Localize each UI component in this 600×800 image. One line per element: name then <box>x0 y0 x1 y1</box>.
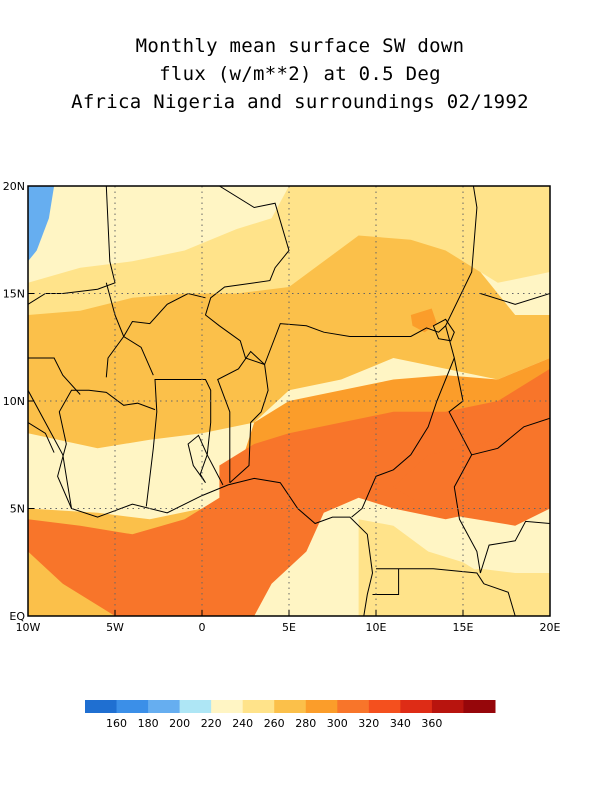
x-tick-label: 5W <box>106 621 124 634</box>
colorbar-swatch <box>463 700 496 713</box>
boundary-line <box>105 292 206 378</box>
colorbar-swatch <box>148 700 181 713</box>
y-tick-label: 20N <box>3 180 25 193</box>
colorbar-swatch <box>305 700 338 713</box>
boundary-line <box>376 568 485 585</box>
y-tick-label: 10N <box>3 395 25 408</box>
boundary-line <box>145 379 224 507</box>
colorbar-swatch <box>242 700 275 713</box>
y-tick-label: 15N <box>3 288 25 301</box>
x-tick-label: 5E <box>282 621 296 634</box>
colorbar-swatch <box>368 700 401 713</box>
colorbar-label: 200 <box>169 717 190 730</box>
boundary-line <box>28 422 55 453</box>
graticule <box>28 186 550 616</box>
region-band-260-280-southeast <box>358 568 550 616</box>
x-tick-label: 15E <box>453 621 474 634</box>
colorbar-swatch <box>116 700 149 713</box>
x-tick-label: 10W <box>16 621 41 634</box>
colorbar-label: 360 <box>421 717 442 730</box>
boundary-line <box>480 293 550 305</box>
x-tick-label: 0 <box>199 621 206 634</box>
shaded-regions <box>28 186 550 616</box>
colorbar-swatch <box>211 700 244 713</box>
longitude-axis: 10W 5W 0 5E 10E 15E 20E <box>16 610 561 634</box>
boundary-line <box>483 583 516 616</box>
boundary-line <box>372 568 400 595</box>
region-band-280-300-lake <box>410 308 437 333</box>
region-band-320-340 <box>393 422 550 526</box>
boundary-line <box>351 325 455 518</box>
colorbar-label: 260 <box>264 717 285 730</box>
region-band-220-240 <box>28 186 255 294</box>
colorbar-swatch <box>85 700 118 713</box>
x-tick-label: 20E <box>540 621 561 634</box>
latitude-axis: EQ 5N 10N 15N 20N <box>3 180 34 623</box>
colorbar-label: 220 <box>201 717 222 730</box>
boundary-line <box>471 186 474 187</box>
colorbar-label: 280 <box>295 717 316 730</box>
colorbar-label: 240 <box>232 717 253 730</box>
title-line-3: Africa Nigeria and surroundings 02/1992 <box>71 91 529 113</box>
title-line-1: Monthly mean surface SW down <box>135 35 465 57</box>
map-title: Monthly mean surface SW down flux (w/m**… <box>0 32 600 116</box>
x-tick-label: 10E <box>366 621 387 634</box>
boundary-line <box>106 186 290 484</box>
y-tick-label: 5N <box>10 503 25 516</box>
colorbar-label: 320 <box>358 717 379 730</box>
colorbar-label: 300 <box>327 717 348 730</box>
boundary-line <box>453 454 550 574</box>
region-band-220-240-south <box>28 448 220 518</box>
region-band-260-280 <box>28 235 550 449</box>
boundary-line <box>217 350 265 483</box>
boundary-line <box>28 357 81 395</box>
y-tick-label: EQ <box>9 610 25 623</box>
boundary-line <box>264 186 478 365</box>
region-band-300-320 <box>28 368 550 616</box>
boundary-line <box>105 282 154 376</box>
colorbar-swatch <box>179 700 212 713</box>
colorbar: 160 180 200 220 240 260 280 300 320 340 360 <box>85 700 496 730</box>
region-band-160-200-northwest <box>28 186 55 262</box>
colorbar-label: 340 <box>390 717 411 730</box>
title-line-2: flux (w/m**2) at 0.5 Deg <box>159 63 441 85</box>
colorbar-swatch <box>274 700 307 713</box>
colorbar-swatch <box>337 700 370 713</box>
lake-outline <box>187 434 208 483</box>
colorbar-swatch <box>400 700 433 713</box>
lake-outline <box>432 318 455 342</box>
colorbar-swatch <box>431 700 464 713</box>
map-figure: 10W 5W 0 5E 10E 15E 20E EQ 5N 10N 15N 20N 160 180 20… <box>3 180 561 730</box>
boundary-line <box>57 389 156 509</box>
colorbar-label: 180 <box>138 717 159 730</box>
colorbar-label: 160 <box>106 717 127 730</box>
